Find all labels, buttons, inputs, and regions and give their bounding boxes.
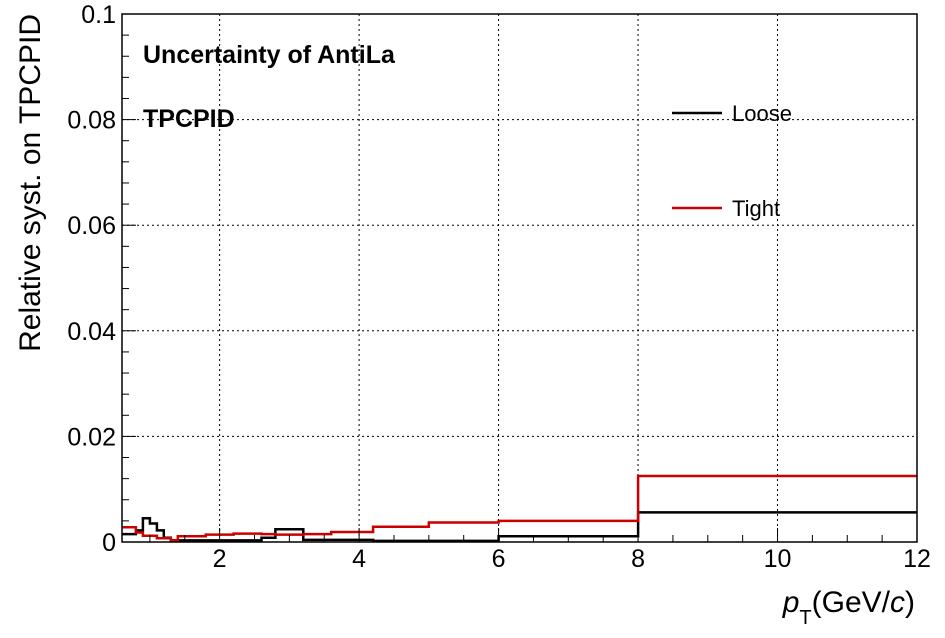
y-tick-label: 0 xyxy=(102,529,116,557)
legend-label-tight: Tight xyxy=(732,196,780,221)
tick-labels: 2 4 6 8 10 12 0 0.02 0.04 0.06 0.08 0.1 xyxy=(67,1,931,573)
x-tick-label: 8 xyxy=(631,545,645,573)
y-axis-title: Relative syst. on TPCPID xyxy=(14,14,47,352)
legend-label-loose: Loose xyxy=(732,101,792,126)
grid xyxy=(122,13,917,542)
y-tick-label: 0.06 xyxy=(67,212,116,240)
plot-frame xyxy=(121,13,918,543)
y-tick-label: 0.08 xyxy=(67,107,116,135)
series-tight-line xyxy=(122,474,917,542)
x-axis-title: pT(GeV/c) xyxy=(782,586,915,629)
series-layer xyxy=(122,474,917,543)
y-tick-label: 0.02 xyxy=(67,423,116,451)
x-tick-label: 10 xyxy=(764,545,792,573)
series-loose-line xyxy=(122,511,917,543)
annotation-title: Uncertainty of AntiLa xyxy=(143,41,396,69)
x-tick-label: 12 xyxy=(903,545,931,573)
y-tick-label: 0.04 xyxy=(67,318,116,346)
legend: Loose Tight xyxy=(672,101,792,221)
axis-ticks xyxy=(122,13,918,543)
x-tick-label: 2 xyxy=(213,545,227,573)
annotation-subtitle: TPCPID xyxy=(143,105,235,133)
x-tick-label: 6 xyxy=(492,545,506,573)
y-tick-label: 0.1 xyxy=(81,1,116,29)
x-tick-label: 4 xyxy=(352,545,366,573)
